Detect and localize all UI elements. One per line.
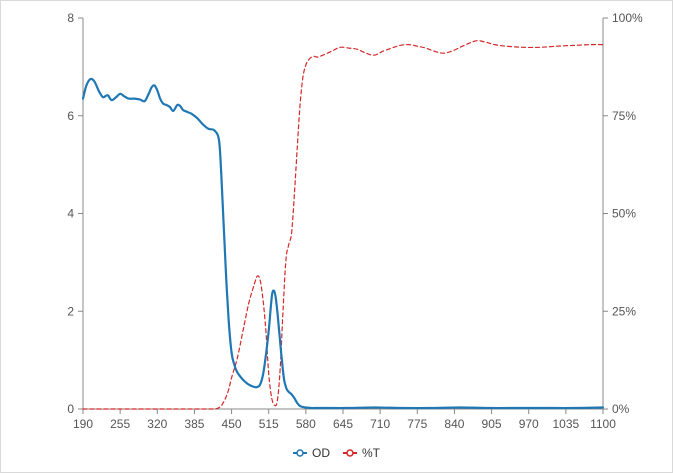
- left-y-tick-label: 8: [67, 11, 74, 25]
- x-tick-label: 840: [444, 417, 464, 431]
- x-tick-label: 710: [370, 417, 390, 431]
- left-y-tick-label: 0: [67, 402, 74, 416]
- series-lines: [81, 40, 605, 410]
- left-y-tick-label: 6: [67, 109, 74, 123]
- axes: [82, 18, 604, 410]
- x-tick-label: 320: [147, 417, 167, 431]
- x-tick-label: 775: [407, 417, 427, 431]
- right-y-axis-ticks: 0% 25% 50% 75% 100%: [603, 11, 643, 416]
- x-tick-label: 385: [184, 417, 204, 431]
- od-series-line: [81, 77, 605, 410]
- right-y-tick-label: 0%: [612, 402, 630, 416]
- legend-item-od[interactable]: OD: [293, 446, 330, 460]
- x-tick-label: 1035: [553, 417, 580, 431]
- right-y-tick-label: 25%: [612, 304, 636, 318]
- left-y-tick-label: 4: [67, 207, 74, 221]
- x-tick-label: 905: [482, 417, 502, 431]
- x-axis-ticks: 190 255 320 385 450 515 580 645 710 775 840 905 970 1…: [73, 409, 616, 431]
- x-tick-label: 255: [110, 417, 130, 431]
- x-tick-label: 515: [259, 417, 279, 431]
- x-tick-label: 970: [519, 417, 539, 431]
- legend-item-t[interactable]: %T: [343, 446, 381, 460]
- x-tick-label: 1100: [590, 417, 616, 431]
- transmission-series-line: [82, 40, 604, 410]
- left-y-axis-ticks: 0 2 4 6 8: [67, 11, 83, 416]
- legend-od-label: OD: [312, 446, 330, 460]
- left-y-tick-label: 2: [67, 304, 74, 318]
- x-tick-label: 450: [222, 417, 242, 431]
- legend-t-label: %T: [362, 446, 381, 460]
- right-y-tick-label: 100%: [612, 11, 643, 25]
- legend[interactable]: OD %T: [293, 446, 381, 460]
- right-y-tick-label: 50%: [612, 207, 636, 221]
- x-tick-label: 645: [333, 417, 353, 431]
- x-tick-label: 580: [296, 417, 316, 431]
- legend-od-marker: [296, 449, 304, 457]
- x-tick-label: 190: [73, 417, 93, 431]
- right-y-tick-label: 75%: [612, 109, 636, 123]
- legend-t-marker: [346, 449, 354, 457]
